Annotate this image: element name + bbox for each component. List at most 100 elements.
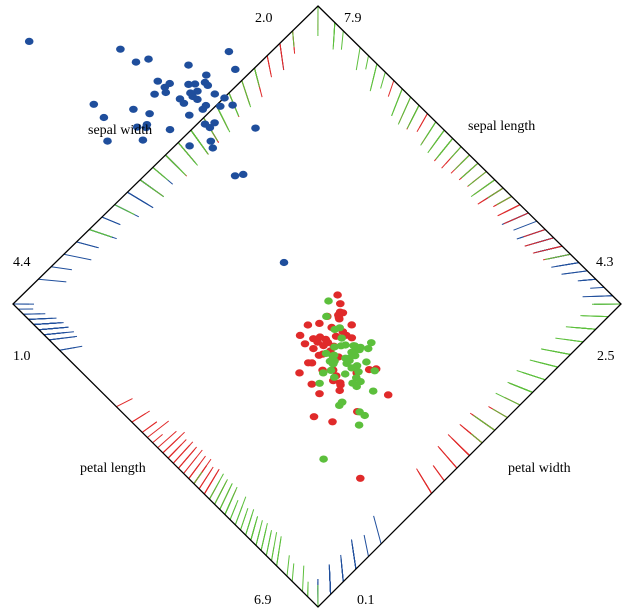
rug-tick: [33, 322, 54, 325]
data-point: [185, 142, 194, 150]
data-point: [354, 368, 363, 376]
data-point: [24, 37, 34, 46]
data-point: [344, 354, 354, 362]
rug-tick: [265, 530, 272, 556]
rug-tick: [416, 113, 428, 133]
sepal-width-label: sepal width: [88, 123, 152, 138]
rug-tick: [38, 328, 52, 331]
rug-tick: [229, 504, 237, 520]
rug-tick: [412, 105, 420, 119]
rug-tick: [219, 483, 233, 510]
data-point: [319, 455, 328, 463]
rug-tick: [23, 313, 41, 315]
data-point: [193, 95, 202, 103]
rug-tick: [89, 229, 113, 238]
rug-tick: [590, 286, 605, 289]
data-point: [368, 387, 378, 395]
data-point: [89, 100, 99, 108]
data-point: [179, 99, 189, 107]
petal-width-min-label: 0.1: [357, 593, 375, 608]
data-point: [315, 333, 325, 341]
rug-tick: [165, 154, 176, 165]
data-point: [309, 345, 318, 353]
rug-tick: [340, 30, 344, 50]
data-point: [203, 81, 213, 89]
data-point: [185, 111, 194, 119]
rug-tick: [470, 433, 483, 444]
petal-width-max-label: 2.5: [597, 349, 615, 364]
data-point: [335, 379, 345, 387]
rug-tick: [167, 447, 179, 459]
data-point: [337, 334, 347, 342]
data-point: [129, 105, 138, 113]
data-point: [370, 367, 380, 375]
rug-tick: [59, 345, 83, 351]
rug-tick: [28, 317, 57, 320]
data-point: [315, 319, 324, 327]
rug-tick: [152, 167, 169, 181]
data-point: [324, 297, 333, 305]
rug-tick: [513, 220, 537, 231]
rug-tick: [492, 408, 508, 419]
rug-tick: [365, 55, 369, 70]
data-point: [336, 342, 346, 350]
data-point: [363, 345, 373, 353]
data-point: [350, 342, 360, 350]
data-point: [295, 369, 304, 377]
rug-tick: [564, 338, 584, 343]
data-point: [132, 123, 142, 131]
data-point: [367, 339, 376, 347]
rug-tick: [392, 88, 403, 112]
data-point: [238, 170, 248, 178]
rug-tick: [495, 392, 521, 406]
data-point: [352, 374, 361, 382]
rug-tick: [208, 473, 224, 500]
data-point: [144, 55, 153, 63]
rug-tick: [266, 55, 272, 75]
data-point: [360, 411, 370, 420]
rug-tick: [183, 449, 203, 474]
rug-tick: [496, 195, 512, 206]
rug-tick: [178, 450, 194, 469]
rug-tick: [157, 430, 177, 449]
data-point: [356, 474, 365, 482]
rug-tick: [292, 30, 295, 47]
data-point: [165, 126, 175, 134]
data-point: [295, 331, 305, 339]
rug-tick: [455, 441, 470, 456]
data-point: [362, 358, 371, 366]
data-point: [138, 136, 148, 144]
rug-tick: [461, 162, 479, 179]
rug-tick: [540, 348, 571, 355]
rug-tick: [234, 505, 243, 525]
data-point: [326, 366, 336, 374]
rug-tick: [380, 72, 386, 89]
rug-tick: [556, 262, 579, 267]
rug-tick: [363, 534, 369, 557]
rug-tick: [577, 278, 596, 282]
rug-tick: [524, 237, 554, 247]
rug-tick: [340, 557, 344, 582]
rug-tick: [51, 266, 72, 271]
rug-tick: [255, 531, 260, 546]
data-points: [24, 37, 393, 482]
data-point: [335, 324, 345, 332]
rug-tick: [260, 527, 267, 551]
data-point: [315, 390, 324, 398]
data-point: [230, 172, 240, 180]
rug-tick: [529, 359, 559, 368]
data-point: [383, 391, 393, 399]
rug-tick: [473, 414, 496, 431]
rug-tick: [355, 47, 361, 71]
petal-length-max-label: 6.9: [254, 593, 272, 608]
data-point: [99, 113, 109, 122]
rug-tick: [437, 445, 458, 469]
data-point: [315, 379, 324, 387]
rug-tick: [387, 80, 395, 97]
petal-width-label: petal width: [508, 461, 571, 476]
data-point: [210, 90, 220, 98]
data-point: [340, 370, 350, 378]
data-point: [352, 382, 362, 391]
rug-tick: [423, 480, 433, 494]
